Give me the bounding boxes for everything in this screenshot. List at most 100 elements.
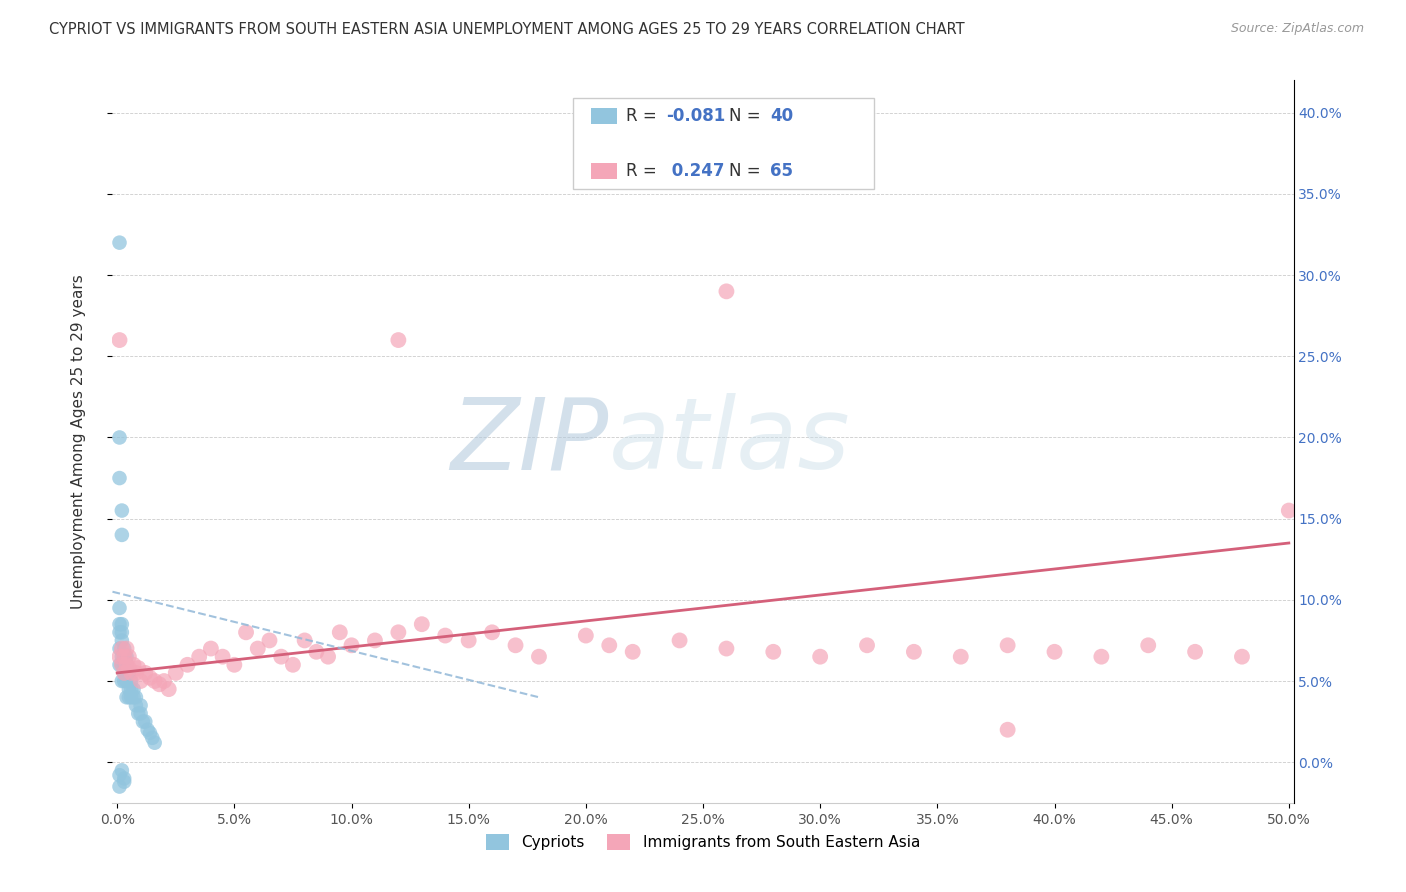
Point	[122, 682, 145, 697]
Point	[132, 714, 155, 729]
Point	[108, 768, 131, 782]
Point	[115, 657, 138, 672]
Point	[134, 714, 156, 729]
Point	[235, 625, 257, 640]
Point	[111, 649, 134, 664]
Point	[112, 649, 135, 664]
Point	[125, 690, 148, 705]
Point	[120, 673, 142, 688]
Point	[808, 649, 831, 664]
Point	[1184, 645, 1206, 659]
Point	[134, 665, 156, 680]
Point	[108, 617, 131, 632]
Point	[1230, 649, 1253, 664]
Point	[387, 625, 409, 640]
Point	[411, 617, 433, 632]
Text: R =: R =	[626, 107, 662, 125]
Point	[112, 665, 135, 680]
Text: 65: 65	[770, 162, 793, 180]
Point	[129, 706, 152, 721]
Point	[340, 638, 363, 652]
Point	[112, 657, 135, 672]
Point	[139, 726, 162, 740]
Point	[364, 633, 387, 648]
Point	[111, 673, 134, 688]
Point	[125, 665, 148, 680]
Point	[157, 682, 180, 697]
Point	[153, 673, 176, 688]
Point	[118, 682, 141, 697]
Point	[129, 673, 152, 688]
Text: -0.081: -0.081	[666, 107, 725, 125]
Point	[111, 657, 134, 672]
Text: R =: R =	[626, 162, 662, 180]
Point	[165, 665, 187, 680]
Point	[111, 503, 134, 517]
Point	[143, 673, 166, 688]
Point	[112, 774, 135, 789]
Point	[120, 665, 142, 680]
Point	[949, 649, 972, 664]
Point	[111, 641, 134, 656]
Point	[281, 657, 304, 672]
Point	[139, 671, 162, 685]
Legend: Cypriots, Immigrants from South Eastern Asia: Cypriots, Immigrants from South Eastern …	[479, 829, 927, 856]
Point	[118, 665, 141, 680]
Point	[111, 617, 134, 632]
Point	[118, 690, 141, 705]
Point	[108, 235, 131, 250]
Point	[108, 657, 131, 672]
Point	[176, 657, 198, 672]
Point	[108, 780, 131, 794]
Point	[108, 471, 131, 485]
Point	[1090, 649, 1112, 664]
Point	[122, 657, 145, 672]
Point	[108, 649, 131, 664]
Text: 40: 40	[770, 107, 793, 125]
Point	[1137, 638, 1160, 652]
Point	[115, 690, 138, 705]
FancyBboxPatch shape	[574, 98, 875, 189]
Point	[141, 731, 163, 745]
Text: CYPRIOT VS IMMIGRANTS FROM SOUTH EASTERN ASIA UNEMPLOYMENT AMONG AGES 25 TO 29 Y: CYPRIOT VS IMMIGRANTS FROM SOUTH EASTERN…	[49, 22, 965, 37]
Y-axis label: Unemployment Among Ages 25 to 29 years: Unemployment Among Ages 25 to 29 years	[72, 274, 86, 609]
Point	[457, 633, 479, 648]
Point	[127, 706, 149, 721]
Point	[111, 528, 134, 542]
Point	[387, 333, 409, 347]
Point	[112, 641, 135, 656]
Point	[108, 601, 131, 615]
Text: N =: N =	[728, 162, 766, 180]
Point	[129, 698, 152, 713]
Point	[224, 657, 246, 672]
Point	[903, 645, 925, 659]
Point	[434, 629, 457, 643]
Point	[115, 641, 138, 656]
Text: ZIP: ZIP	[450, 393, 609, 490]
Point	[120, 690, 142, 705]
Point	[115, 657, 138, 672]
Point	[115, 673, 138, 688]
Point	[118, 649, 141, 664]
Point	[111, 764, 134, 778]
FancyBboxPatch shape	[591, 163, 617, 179]
Point	[246, 641, 269, 656]
Point	[997, 638, 1019, 652]
Point	[668, 633, 690, 648]
Point	[716, 285, 738, 299]
Point	[259, 633, 281, 648]
Point	[143, 736, 166, 750]
Text: 0.247: 0.247	[666, 162, 725, 180]
Point	[505, 638, 527, 652]
Point	[762, 645, 785, 659]
Text: atlas: atlas	[609, 393, 851, 490]
Point	[118, 661, 141, 675]
Point	[111, 657, 134, 672]
Point	[148, 677, 170, 691]
Point	[270, 649, 292, 664]
Point	[112, 673, 135, 688]
Point	[112, 649, 135, 664]
Point	[598, 638, 620, 652]
Point	[716, 641, 738, 656]
Point	[127, 661, 149, 675]
